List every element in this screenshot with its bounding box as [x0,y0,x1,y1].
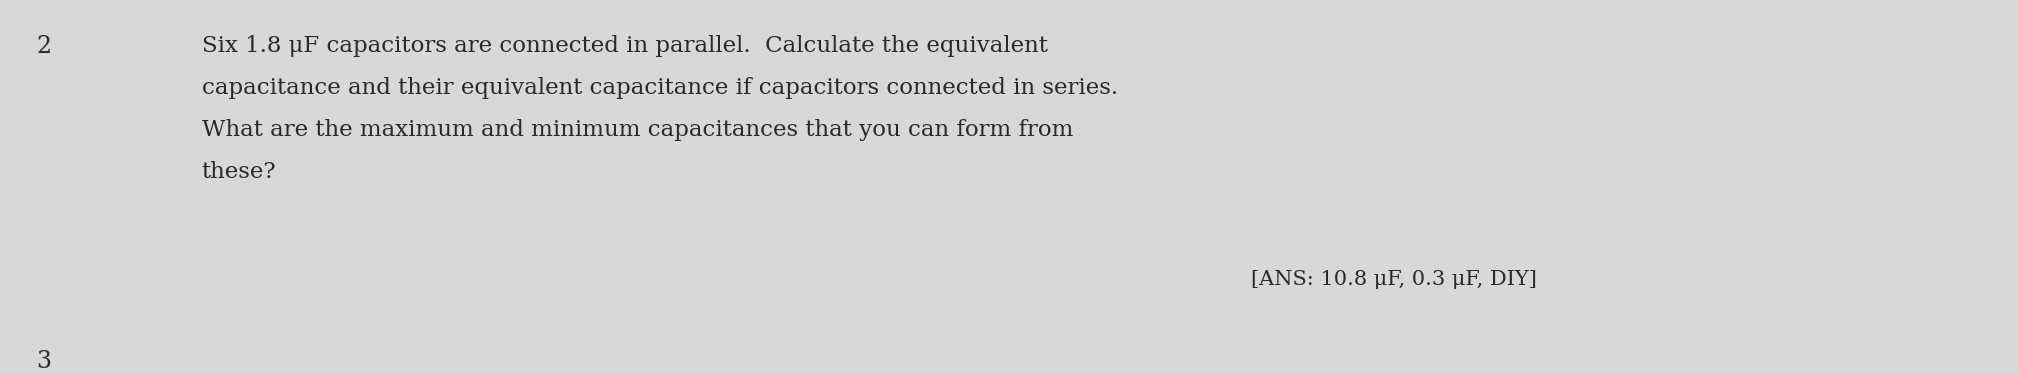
Text: 2: 2 [36,35,50,58]
Text: these?: these? [202,161,276,183]
Text: capacitance and their equivalent capacitance if capacitors connected in series.: capacitance and their equivalent capacit… [202,77,1118,99]
Text: 3: 3 [36,350,50,373]
Text: What are the maximum and minimum capacitances that you can form from: What are the maximum and minimum capacit… [202,119,1074,141]
Text: [ANS: 10.8 μF, 0.3 μF, DIY]: [ANS: 10.8 μF, 0.3 μF, DIY] [1251,270,1538,289]
Text: Six 1.8 μF capacitors are connected in parallel.  Calculate the equivalent: Six 1.8 μF capacitors are connected in p… [202,35,1047,57]
